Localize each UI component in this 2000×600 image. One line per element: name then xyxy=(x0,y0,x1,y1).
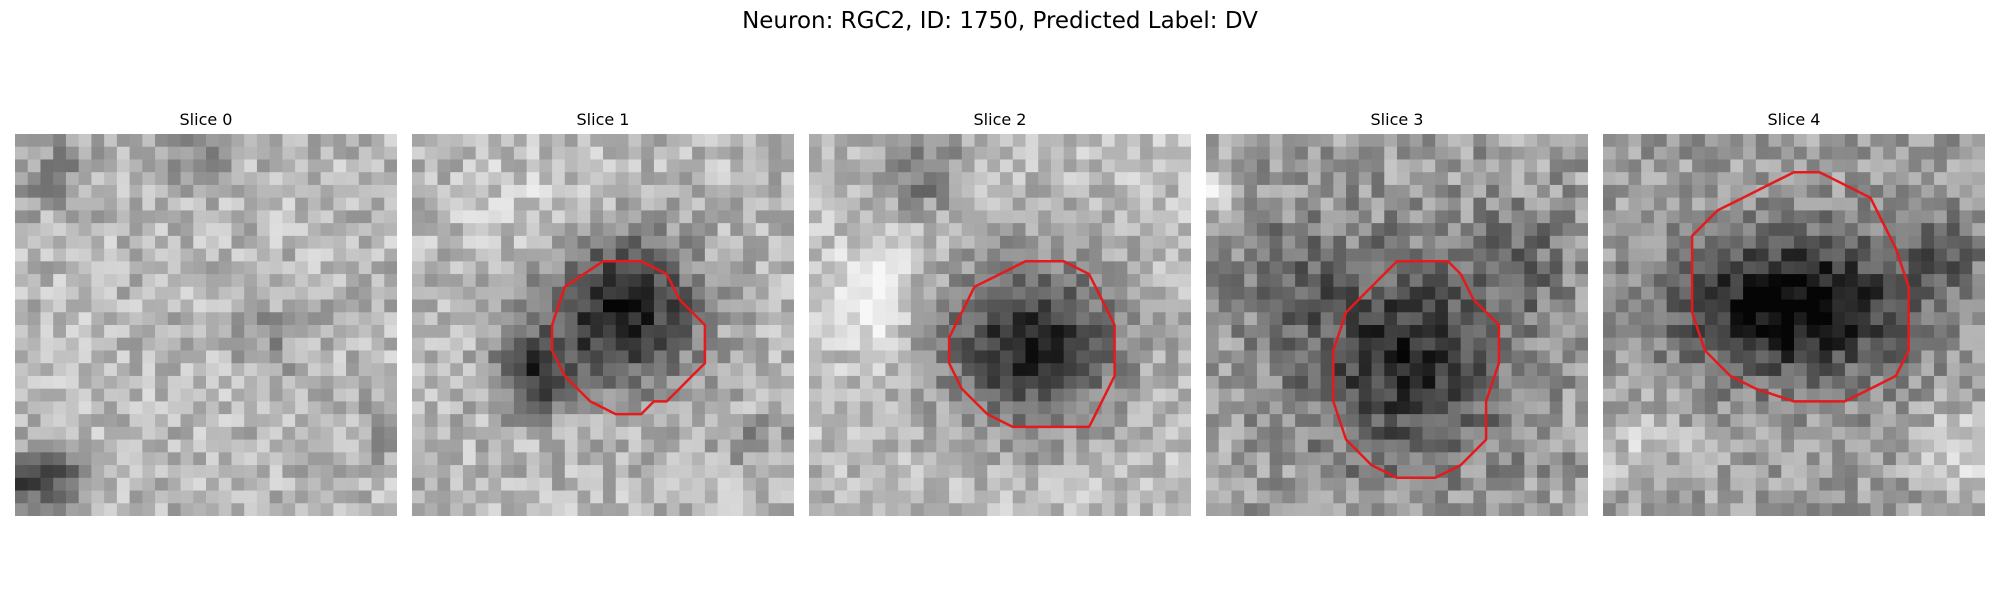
slice-image-2 xyxy=(809,134,1191,516)
figure-title: Neuron: RGC2, ID: 1750, Predicted Label:… xyxy=(742,8,1258,34)
slice-panel-1: Slice 1 xyxy=(412,110,794,516)
slice-title-4: Slice 4 xyxy=(1767,110,1821,129)
slice-pixels-3 xyxy=(1206,134,1588,516)
segmentation-contour-2 xyxy=(947,260,1116,429)
slice-pixels-4 xyxy=(1603,134,1985,516)
slice-pixels-0 xyxy=(15,134,397,516)
slice-title-1: Slice 1 xyxy=(576,110,630,129)
slice-panel-0: Slice 0 xyxy=(15,110,397,516)
slice-title-3: Slice 3 xyxy=(1370,110,1424,129)
slice-panel-2: Slice 2 xyxy=(809,110,1191,516)
slice-image-1 xyxy=(412,134,794,516)
segmentation-contour-1 xyxy=(550,260,707,416)
slice-pixels-1 xyxy=(412,134,794,516)
segmentation-contour-3 xyxy=(1332,260,1501,480)
slice-panel-3: Slice 3 xyxy=(1206,110,1588,516)
slice-image-3 xyxy=(1206,134,1588,516)
segmentation-contour-4 xyxy=(1690,170,1910,403)
slice-image-0 xyxy=(15,134,397,516)
slice-title-0: Slice 0 xyxy=(179,110,233,129)
slice-title-2: Slice 2 xyxy=(973,110,1027,129)
slice-pixels-2 xyxy=(809,134,1191,516)
slice-panel-4: Slice 4 xyxy=(1603,110,1985,516)
slice-image-4 xyxy=(1603,134,1985,516)
